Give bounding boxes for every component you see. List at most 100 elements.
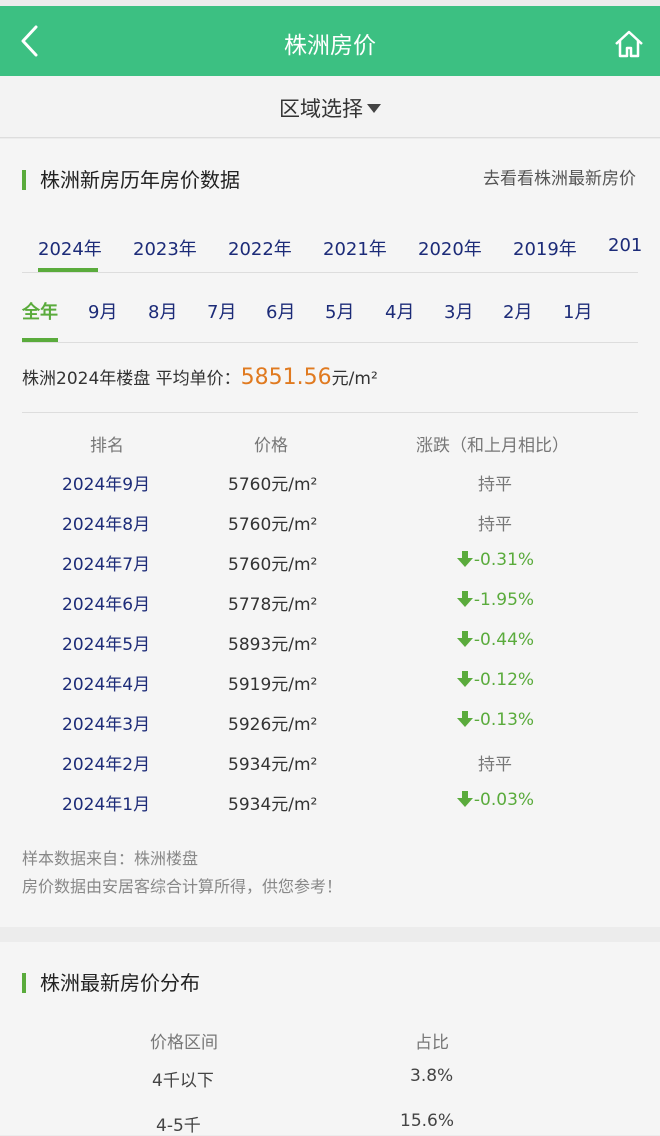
tab-year-2023[interactable]: 2023年: [133, 239, 197, 260]
data-source-note: 样本数据来自：株洲楼盘: [22, 849, 199, 868]
row-price: 5934元/m²: [228, 795, 318, 815]
distribution-range: 4千以下: [152, 1071, 214, 1091]
average-price-unit: 元/m²: [331, 369, 378, 389]
region-select[interactable]: 区域选择: [0, 76, 660, 138]
row-change-value: 持平: [478, 515, 512, 535]
caret-down-icon: [367, 104, 381, 113]
active-month-underline: [22, 338, 58, 342]
arrow-down-icon: [456, 631, 473, 647]
column-header-change: 涨跌（和上月相比）: [416, 436, 569, 456]
tab-month-all[interactable]: 全年: [22, 302, 58, 323]
column-header-range: 价格区间: [150, 1033, 218, 1053]
tab-year-2022[interactable]: 2022年: [228, 239, 292, 260]
tab-month-4[interactable]: 4月: [385, 302, 415, 323]
row-change-value: 持平: [478, 755, 512, 775]
table-row: 2024年5月 5893元/m² -0.44%: [0, 630, 660, 670]
row-change-value: -0.44%: [473, 630, 535, 650]
disclaimer-note: 房价数据由安居客综合计算所得，供您参考！: [22, 877, 343, 896]
row-change: 持平: [400, 470, 590, 495]
distribution-section: 株洲最新房价分布 价格区间 占比 4千以下 3.8% 4-5千 15.6%: [0, 942, 660, 1136]
row-change: -1.95%: [400, 590, 590, 610]
arrow-down-icon: [456, 551, 473, 567]
row-change-value: -1.95%: [473, 590, 535, 610]
history-section: 株洲新房历年房价数据 去看看株洲最新房价 2024年 2023年 2022年 2…: [0, 139, 660, 927]
row-change-value: 持平: [478, 475, 512, 495]
row-month[interactable]: 2024年1月: [62, 795, 151, 815]
tab-year-2021[interactable]: 2021年: [323, 239, 387, 260]
tab-month-5[interactable]: 5月: [325, 302, 355, 323]
column-header-price: 价格: [254, 436, 288, 456]
row-month[interactable]: 2024年6月: [62, 595, 151, 615]
row-month[interactable]: 2024年8月: [62, 515, 151, 535]
top-nav-bar: 株洲房价: [0, 6, 660, 76]
tab-month-7[interactable]: 7月: [207, 302, 237, 323]
tab-month-1[interactable]: 1月: [563, 302, 593, 323]
distribution-range: 4-5千: [156, 1116, 201, 1136]
section-title: 株洲新房历年房价数据: [22, 164, 240, 193]
row-price: 5778元/m²: [228, 595, 318, 615]
row-change-value: -0.03%: [473, 790, 535, 810]
row-month[interactable]: 2024年2月: [62, 755, 151, 775]
average-price-line: 株洲2024年楼盘 平均单价：5851.56元/m²: [22, 364, 378, 390]
section-accent-bar: [22, 170, 26, 190]
table-row: 2024年3月 5926元/m² -0.13%: [0, 710, 660, 750]
table-row: 2024年1月 5934元/m² -0.03%: [0, 790, 660, 830]
tab-year-2018-partial[interactable]: 201: [608, 235, 643, 256]
row-change: -0.12%: [400, 670, 590, 690]
row-price: 5760元/m²: [228, 515, 318, 535]
row-price: 5919元/m²: [228, 675, 318, 695]
row-month[interactable]: 2024年3月: [62, 715, 151, 735]
row-change: -0.13%: [400, 710, 590, 730]
tab-month-2[interactable]: 2月: [503, 302, 533, 323]
row-month[interactable]: 2024年9月: [62, 475, 151, 495]
average-price-label: 株洲2024年楼盘 平均单价：: [22, 369, 241, 389]
table-row: 2024年2月 5934元/m² 持平: [0, 750, 660, 790]
row-change-value: -0.31%: [473, 550, 535, 570]
arrow-down-icon: [456, 791, 473, 807]
row-month[interactable]: 2024年5月: [62, 635, 151, 655]
divider: [22, 272, 638, 273]
divider: [22, 342, 638, 343]
tab-year-2020[interactable]: 2020年: [418, 239, 482, 260]
row-price: 5893元/m²: [228, 635, 318, 655]
tab-year-2024[interactable]: 2024年: [38, 239, 102, 260]
row-price: 5760元/m²: [228, 475, 318, 495]
row-change: -0.03%: [400, 790, 590, 810]
distribution-share: 15.6%: [400, 1111, 455, 1131]
home-icon[interactable]: [614, 30, 644, 58]
chevron-left-icon[interactable]: [14, 22, 48, 60]
table-row: 2024年6月 5778元/m² -1.95%: [0, 590, 660, 630]
latest-price-link[interactable]: 去看看株洲最新房价: [483, 169, 636, 189]
column-header-rank: 排名: [90, 436, 124, 456]
distribution-share: 3.8%: [410, 1066, 454, 1086]
arrow-down-icon: [456, 671, 473, 687]
table-row: 2024年4月 5919元/m² -0.12%: [0, 670, 660, 710]
row-change-value: -0.13%: [473, 710, 535, 730]
row-change: 持平: [400, 750, 590, 775]
row-price: 5926元/m²: [228, 715, 318, 735]
tab-month-8[interactable]: 8月: [148, 302, 178, 323]
tab-month-3[interactable]: 3月: [444, 302, 474, 323]
table-row: 2024年7月 5760元/m² -0.31%: [0, 550, 660, 590]
tab-year-2019[interactable]: 2019年: [513, 239, 577, 260]
region-select-label: 区域选择: [279, 97, 363, 121]
row-month[interactable]: 2024年4月: [62, 675, 151, 695]
table-row: 2024年9月 5760元/m² 持平: [0, 470, 660, 510]
row-month[interactable]: 2024年7月: [62, 555, 151, 575]
page-title: 株洲房价: [284, 33, 376, 59]
arrow-down-icon: [456, 711, 473, 727]
row-price: 5760元/m²: [228, 555, 318, 575]
divider: [22, 412, 638, 413]
row-change: -0.44%: [400, 630, 590, 650]
tab-month-9[interactable]: 9月: [88, 302, 118, 323]
row-price: 5934元/m²: [228, 755, 318, 775]
tab-month-6[interactable]: 6月: [266, 302, 296, 323]
section-accent-bar: [22, 973, 26, 993]
row-change-value: -0.12%: [473, 670, 535, 690]
section-title-text: 株洲最新房价分布: [40, 971, 200, 995]
section-title: 株洲最新房价分布: [22, 967, 200, 996]
average-price-value: 5851.56: [240, 365, 332, 390]
table-row: 2024年8月 5760元/m² 持平: [0, 510, 660, 550]
row-change: 持平: [400, 510, 590, 535]
section-title-text: 株洲新房历年房价数据: [40, 168, 240, 192]
